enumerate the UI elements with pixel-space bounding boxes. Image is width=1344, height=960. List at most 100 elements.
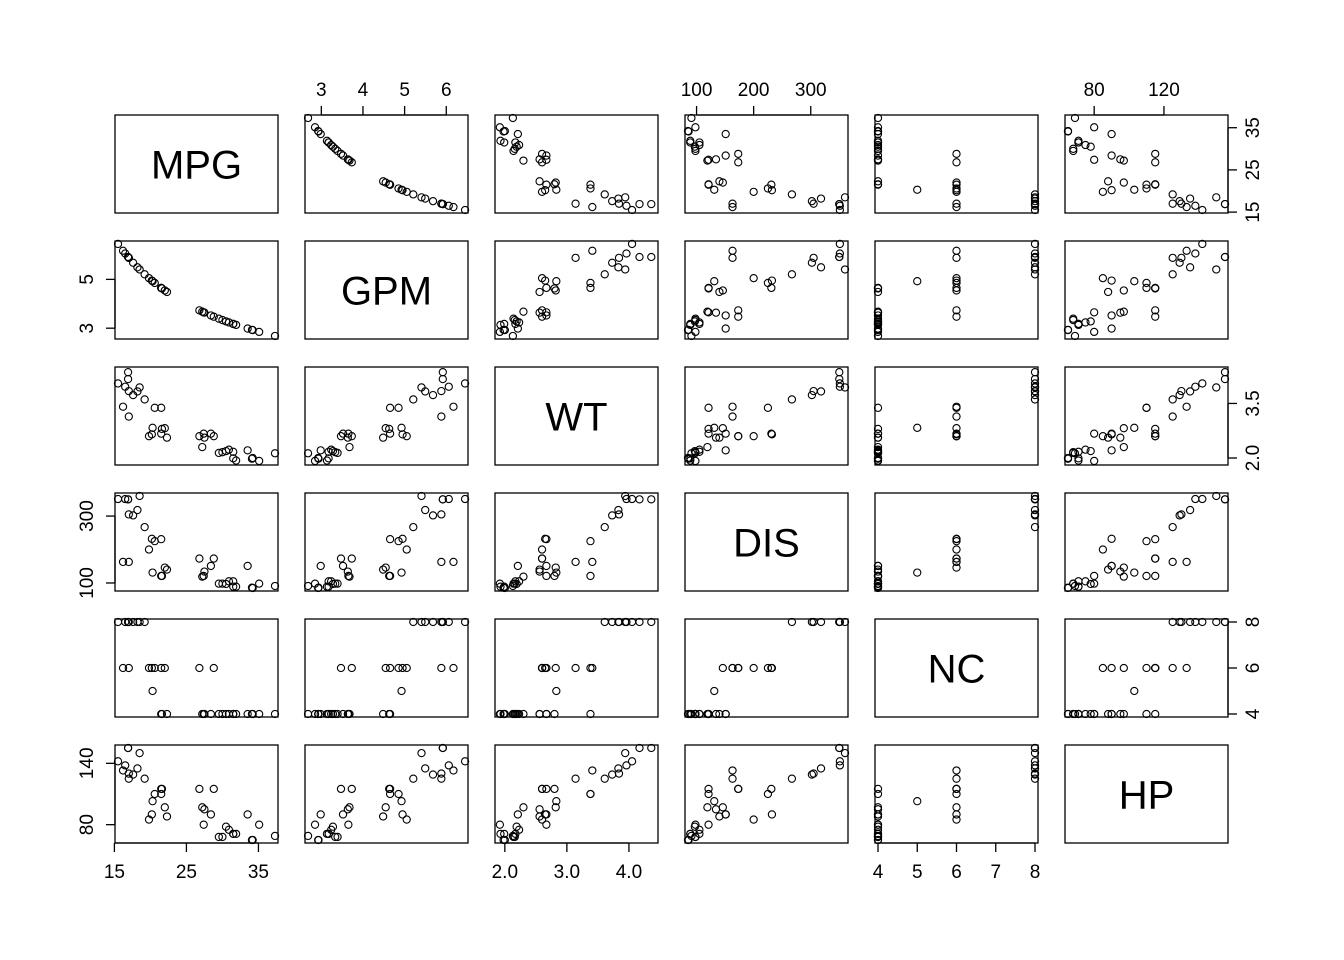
diagonal-label-nc: NC — [928, 647, 986, 691]
left-tick-label-hp-80: 80 — [77, 814, 98, 835]
point-dis-vs-mpg-31 — [195, 554, 204, 563]
point-gpm-vs-wt-27 — [542, 308, 551, 317]
point-gpm-vs-dis-32 — [721, 324, 730, 333]
point-gpm-vs-nc-16 — [873, 287, 883, 297]
panel-frame-dis-vs-gpm — [304, 492, 469, 592]
point-wt-vs-dis-2 — [787, 395, 797, 404]
point-mpg-vs-dis-28 — [695, 138, 704, 147]
point-mpg-vs-nc-20 — [1030, 196, 1040, 206]
point-wt-vs-hp-5 — [1116, 433, 1125, 442]
point-hp-vs-wt-21 — [622, 761, 631, 770]
point-mpg-vs-wt-16 — [535, 177, 544, 186]
point-gpm-vs-wt-12 — [500, 319, 509, 329]
point-dis-vs-nc-32 — [873, 561, 883, 571]
point-dis-vs-nc-37 — [873, 571, 883, 581]
top-tick-label-dis-300: 300 — [795, 80, 827, 101]
point-dis-vs-hp-34 — [1070, 581, 1080, 591]
point-hp-vs-wt-32 — [513, 810, 523, 819]
point-mpg-vs-nc-27 — [873, 155, 883, 164]
point-wt-vs-nc-8 — [913, 423, 922, 432]
point-hp-vs-mpg-30 — [209, 784, 218, 794]
point-dis-vs-gpm-28 — [324, 577, 333, 586]
point-nc-vs-hp-16 — [1103, 709, 1113, 719]
panel-frame-hp-vs-nc — [874, 744, 1039, 844]
point-mpg-vs-hp-1 — [1198, 205, 1207, 215]
point-wt-vs-gpm-20 — [428, 390, 438, 400]
point-mpg-vs-dis-1 — [835, 205, 845, 215]
panel-frame-dis-vs-hp — [1064, 492, 1229, 592]
point-gpm-vs-hp-14 — [1151, 283, 1160, 293]
point-nc-vs-wt-29 — [542, 709, 551, 719]
point-mpg-vs-wt-10 — [550, 180, 559, 189]
point-nc-vs-mpg-18 — [150, 663, 159, 673]
point-nc-vs-wt-31 — [537, 663, 547, 673]
point-mpg-vs-nc-33 — [873, 126, 883, 136]
point-wt-vs-dis-3 — [840, 383, 850, 392]
point-hp-vs-nc-3 — [1030, 748, 1040, 758]
point-mpg-vs-hp-4 — [1069, 144, 1078, 153]
point-mpg-vs-wt-30 — [537, 149, 547, 159]
point-mpg-vs-dis-30 — [734, 149, 743, 159]
point-gpm-vs-hp-23 — [1220, 252, 1230, 262]
point-mpg-vs-nc-1 — [1030, 205, 1040, 215]
point-wt-vs-mpg-11 — [118, 402, 128, 411]
left-tick-label-gpm-5: 5 — [77, 274, 98, 285]
right-tick-label-mpg-35: 35 — [1243, 117, 1264, 138]
point-nc-vs-gpm-4 — [331, 709, 340, 719]
point-dis-vs-gpm-8 — [397, 568, 406, 577]
point-gpm-vs-wt-30 — [537, 312, 547, 321]
point-dis-vs-mpg-28 — [229, 577, 238, 586]
point-nc-vs-wt-21 — [622, 617, 631, 627]
point-hp-vs-wt-26 — [495, 820, 505, 829]
point-hp-vs-wt-20 — [608, 770, 617, 779]
point-mpg-vs-hp-18 — [1142, 184, 1151, 193]
point-gpm-vs-dis-20 — [807, 258, 817, 267]
point-mpg-vs-gpm-21 — [444, 201, 453, 210]
point-hp-vs-gpm-23 — [438, 743, 447, 753]
point-mpg-vs-dis-29 — [721, 151, 730, 160]
point-wt-vs-gpm-37 — [385, 403, 395, 412]
point-nc-vs-gpm-13 — [333, 709, 342, 719]
point-gpm-vs-mpg-1 — [113, 239, 123, 249]
point-hp-vs-nc-32 — [873, 810, 883, 819]
point-dis-vs-mpg-29 — [206, 561, 216, 571]
point-mpg-vs-hp-29 — [1107, 151, 1116, 160]
point-mpg-vs-nc-13 — [873, 146, 883, 156]
point-mpg-vs-wt-17 — [541, 186, 550, 195]
point-gpm-vs-wt-10 — [550, 284, 559, 293]
point-dis-vs-nc-8 — [913, 568, 922, 577]
point-gpm-vs-mpg-30 — [209, 312, 218, 321]
point-wt-vs-hp-1 — [1198, 379, 1207, 388]
point-hp-vs-dis-34 — [687, 831, 696, 841]
point-dis-vs-hp-35 — [1086, 579, 1095, 589]
point-wt-vs-mpg-16 — [162, 433, 172, 442]
point-mpg-vs-hp-34 — [1070, 113, 1080, 123]
point-mpg-vs-wt-0 — [647, 199, 656, 209]
point-nc-vs-wt-17 — [541, 663, 550, 673]
point-dis-vs-gpm-27 — [344, 571, 353, 581]
point-nc-vs-gpm-30 — [336, 663, 346, 673]
point-wt-vs-gpm-16 — [378, 433, 388, 442]
point-mpg-vs-hp-3 — [1212, 193, 1221, 202]
point-mpg-vs-dis-9 — [728, 199, 737, 208]
point-gpm-vs-mpg-13 — [214, 314, 223, 323]
point-nc-vs-dis-37 — [704, 709, 713, 719]
point-dis-vs-nc-20 — [1030, 511, 1040, 520]
point-gpm-vs-nc-13 — [873, 314, 883, 323]
point-mpg-vs-gpm-23 — [438, 199, 447, 209]
left-tick-label-dis-300: 300 — [77, 500, 98, 532]
point-wt-vs-gpm-33 — [314, 453, 323, 463]
point-gpm-vs-hp-32 — [1107, 324, 1116, 333]
point-wt-vs-hp-34 — [1070, 449, 1080, 458]
point-gpm-vs-wt-20 — [608, 258, 617, 267]
point-mpg-vs-hp-28 — [1074, 138, 1083, 147]
point-mpg-vs-nc-8 — [913, 185, 922, 194]
point-gpm-vs-wt-37 — [586, 283, 595, 293]
point-dis-vs-mpg-21 — [121, 494, 130, 504]
point-wt-vs-dis-35 — [690, 446, 699, 456]
point-wt-vs-dis-9 — [728, 412, 737, 421]
point-wt-vs-gpm-29 — [338, 429, 348, 438]
point-dis-vs-mpg-18 — [150, 537, 159, 546]
point-hp-vs-nc-11 — [952, 766, 961, 775]
point-gpm-vs-nc-31 — [952, 306, 961, 315]
